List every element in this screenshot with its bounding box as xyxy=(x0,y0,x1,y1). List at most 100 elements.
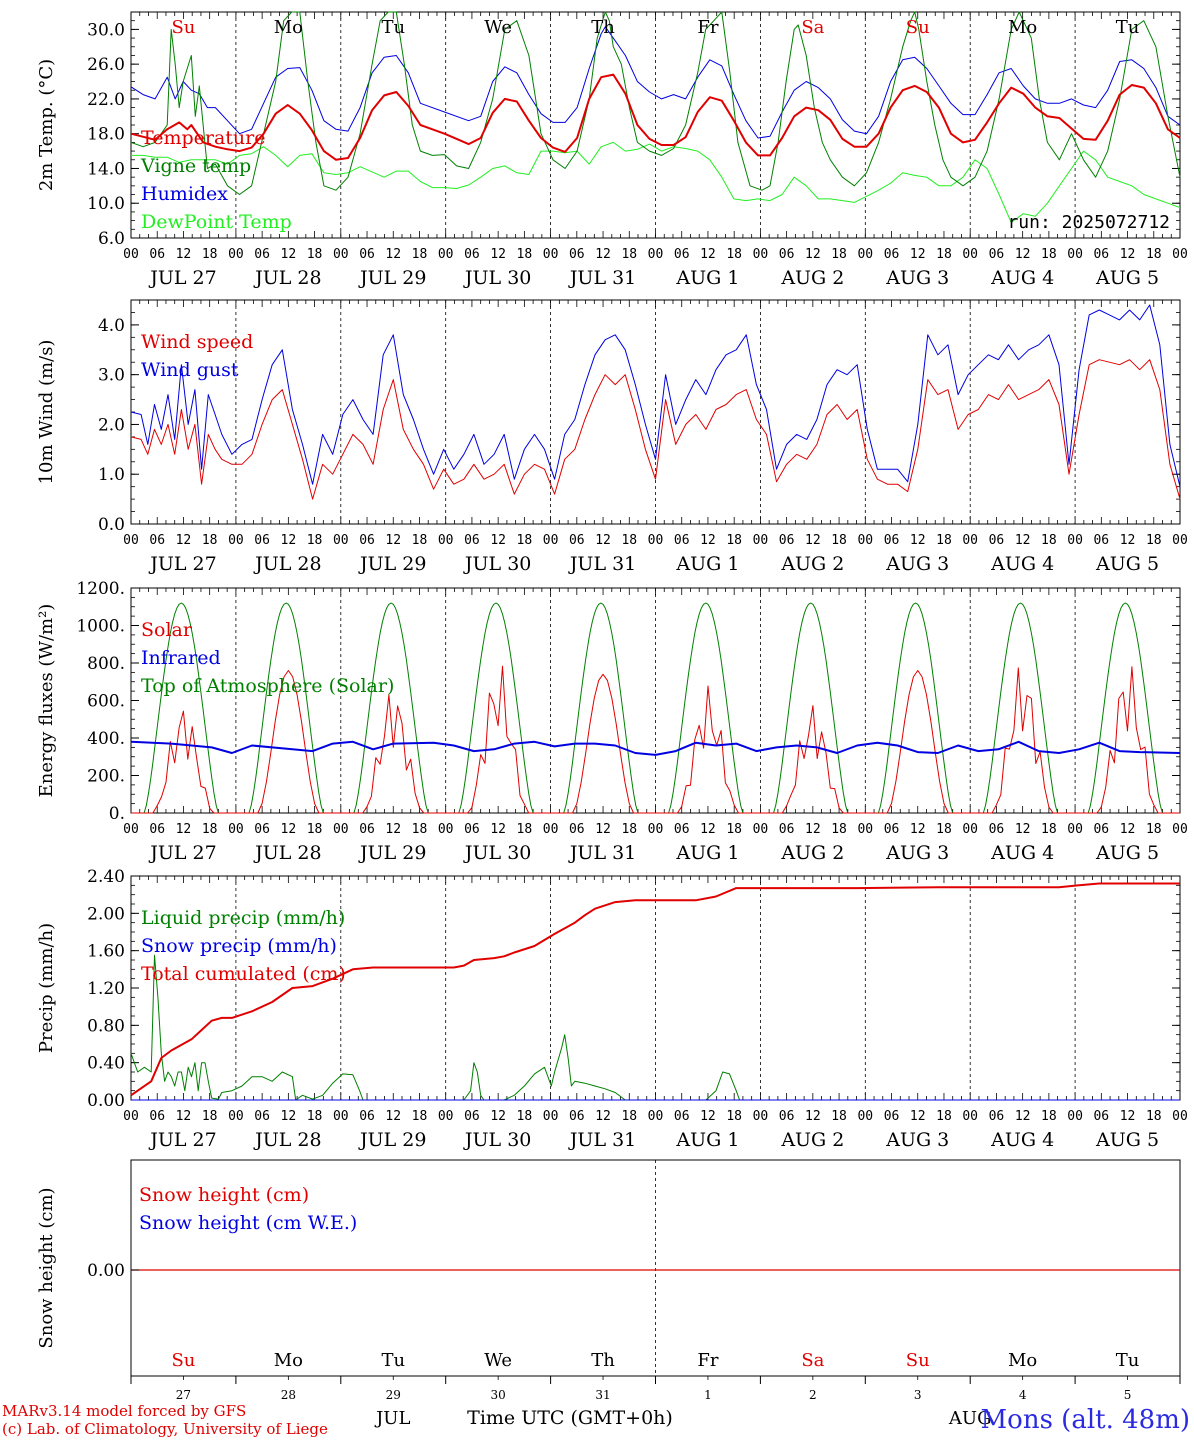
day-label: Tu xyxy=(381,1350,405,1371)
y-tick-label: 0.00 xyxy=(87,1261,125,1281)
hour-tick-label: 06 xyxy=(464,1109,480,1124)
hour-tick-label: 18 xyxy=(831,1109,847,1124)
y-tick-label: 6.0 xyxy=(98,229,125,249)
series-line-humidex xyxy=(130,26,1181,139)
day-number: 29 xyxy=(386,1388,401,1402)
hour-tick-label: 06 xyxy=(1093,1109,1109,1124)
hour-tick-label: 12 xyxy=(385,822,401,837)
hour-tick-label: 18 xyxy=(412,533,428,548)
date-label: JUL 30 xyxy=(463,267,531,289)
date-label: JUL 28 xyxy=(253,1129,321,1151)
date-label: JUL 30 xyxy=(463,1129,531,1151)
legend-entry: Wind gust xyxy=(141,359,239,381)
date-label: JUL 29 xyxy=(358,842,426,864)
hour-tick-label: 18 xyxy=(307,533,323,548)
y-tick-label: 1.0 xyxy=(98,465,125,485)
hour-tick-label: 06 xyxy=(884,247,900,262)
hour-tick-label: 18 xyxy=(412,247,428,262)
hour-tick-label: 12 xyxy=(805,247,821,262)
hour-tick-label: 00 xyxy=(1067,533,1083,548)
date-label: JUL 27 xyxy=(148,1129,216,1151)
hour-tick-label: 12 xyxy=(1120,533,1136,548)
hour-tick-label: 12 xyxy=(490,247,506,262)
legend-entry: DewPoint Temp xyxy=(141,211,292,233)
hour-tick-label: 00 xyxy=(648,533,664,548)
y-tick-label: 1.60 xyxy=(87,942,125,962)
hour-tick-label: 12 xyxy=(176,247,192,262)
hour-tick-label: 00 xyxy=(753,822,769,837)
day-label: Su xyxy=(906,17,930,38)
hour-tick-label: 12 xyxy=(595,533,611,548)
hour-tick-label: 12 xyxy=(281,247,297,262)
credit-line: (c) Lab. of Climatology, University of L… xyxy=(2,1420,328,1438)
hour-tick-label: 18 xyxy=(726,822,742,837)
legend-entry: Snow height (cm) xyxy=(139,1184,309,1206)
day-number: 1 xyxy=(704,1388,712,1402)
date-label: JUL 28 xyxy=(253,553,321,575)
hour-tick-label: 18 xyxy=(517,822,533,837)
hour-tick-label: 06 xyxy=(569,822,585,837)
hour-tick-label: 18 xyxy=(1146,1109,1162,1124)
hour-tick-label: 00 xyxy=(1172,822,1188,837)
hour-tick-label: 00 xyxy=(1172,247,1188,262)
y-axis-title: Energy fluxes (W/m²) xyxy=(36,604,57,798)
day-label: Mo xyxy=(1008,1350,1037,1371)
hour-tick-label: 06 xyxy=(989,1109,1005,1124)
day-label: Th xyxy=(591,1350,615,1371)
hour-tick-label: 00 xyxy=(333,1109,349,1124)
day-label: Tu xyxy=(1116,17,1140,38)
hour-tick-label: 06 xyxy=(359,247,375,262)
hour-tick-label: 18 xyxy=(307,822,323,837)
date-label: JUL 29 xyxy=(358,1129,426,1151)
hour-tick-label: 12 xyxy=(281,1109,297,1124)
hour-tick-label: 18 xyxy=(412,822,428,837)
day-label: Mo xyxy=(274,1350,303,1371)
series-line-vigne-temp xyxy=(130,11,1181,195)
hour-tick-label: 18 xyxy=(726,1109,742,1124)
hour-tick-label: 06 xyxy=(149,822,165,837)
y-tick-label: 800. xyxy=(87,654,125,674)
y-tick-label: 0.40 xyxy=(87,1054,125,1074)
hour-tick-label: 06 xyxy=(989,822,1005,837)
hour-tick-label: 12 xyxy=(1015,533,1031,548)
hour-tick-label: 12 xyxy=(490,533,506,548)
hour-tick-label: 06 xyxy=(779,822,795,837)
hour-tick-label: 12 xyxy=(176,822,192,837)
hour-tick-label: 00 xyxy=(543,533,559,548)
hour-tick-label: 12 xyxy=(490,822,506,837)
series-line-dewpoint-temp xyxy=(131,141,1181,223)
date-label: JUL 30 xyxy=(463,842,531,864)
legend-entry: Snow height (cm W.E.) xyxy=(139,1212,357,1234)
hour-tick-label: 12 xyxy=(910,247,926,262)
day-number: 27 xyxy=(176,1388,191,1402)
hour-tick-label: 06 xyxy=(674,1109,690,1124)
hour-tick-label: 18 xyxy=(307,247,323,262)
legend-entry: Solar xyxy=(141,619,193,641)
hour-tick-label: 00 xyxy=(333,822,349,837)
day-label: Su xyxy=(171,17,195,38)
date-label: JUL 31 xyxy=(568,1129,636,1151)
hour-tick-label: 00 xyxy=(857,1109,873,1124)
date-label: AUG 4 xyxy=(990,1129,1054,1151)
y-tick-label: 600. xyxy=(87,692,125,712)
hour-tick-label: 00 xyxy=(123,533,139,548)
day-number: 3 xyxy=(914,1388,922,1402)
hour-tick-label: 00 xyxy=(228,533,244,548)
y-axis-title: 2m Temp. (°C) xyxy=(36,59,57,191)
hour-tick-label: 18 xyxy=(936,247,952,262)
y-tick-label: 400. xyxy=(87,729,125,749)
hour-tick-label: 06 xyxy=(464,247,480,262)
hour-tick-label: 12 xyxy=(910,1109,926,1124)
date-label: JUL 29 xyxy=(358,267,426,289)
day-label: Sa xyxy=(801,17,824,38)
day-label: Mo xyxy=(274,17,303,38)
date-label: AUG 3 xyxy=(885,842,949,864)
hour-tick-label: 00 xyxy=(857,247,873,262)
hour-tick-label: 12 xyxy=(176,1109,192,1124)
date-label: AUG 4 xyxy=(990,267,1054,289)
hour-tick-label: 06 xyxy=(1093,533,1109,548)
hour-tick-label: 00 xyxy=(228,822,244,837)
hour-tick-label: 06 xyxy=(464,822,480,837)
series-line-total-cumulated-cm- xyxy=(130,882,1180,1097)
